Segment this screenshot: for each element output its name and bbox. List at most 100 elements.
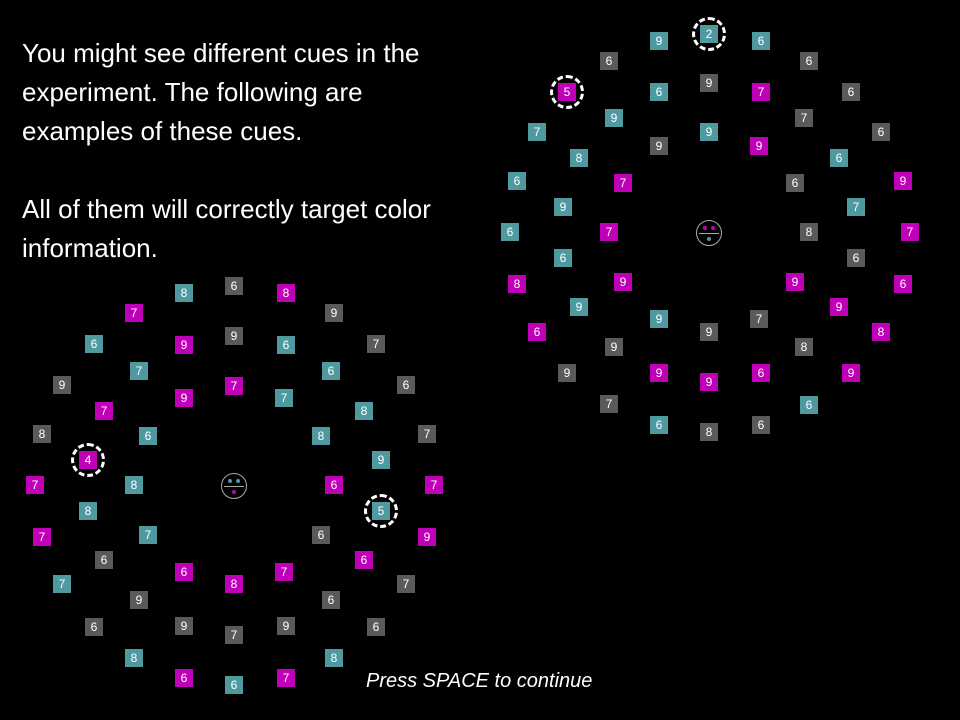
- stimulus-item: 9: [175, 617, 193, 635]
- stimulus-item: 7: [397, 575, 415, 593]
- stimulus-item: 7: [528, 123, 546, 141]
- stimulus-item: 9: [554, 198, 572, 216]
- stimulus-item: 6: [277, 336, 295, 354]
- stimulus-item: 6: [397, 376, 415, 394]
- cue-ring: [550, 75, 584, 109]
- stimulus-item: 9: [700, 123, 718, 141]
- stimulus-item: 6: [752, 364, 770, 382]
- stimulus-item: 6: [894, 275, 912, 293]
- stimulus-item: 9: [650, 310, 668, 328]
- stimulus-item: 9: [830, 298, 848, 316]
- stimulus-item: 9: [750, 137, 768, 155]
- fixation-icon: [221, 473, 247, 499]
- stimulus-item: 9: [372, 451, 390, 469]
- stimulus-item: 7: [53, 575, 71, 593]
- stimulus-item: 8: [570, 149, 588, 167]
- stimulus-item: 7: [425, 476, 443, 494]
- stimulus-item: 6: [800, 396, 818, 414]
- stimulus-item: 6: [501, 223, 519, 241]
- stimulus-item: 9: [700, 74, 718, 92]
- stimulus-item: 9: [650, 32, 668, 50]
- stimulus-item: 8: [872, 323, 890, 341]
- stimulus-item: 6: [322, 591, 340, 609]
- cue-ring: [364, 494, 398, 528]
- stimulus-item: 9: [614, 273, 632, 291]
- stimulus-item: 9: [418, 528, 436, 546]
- stimulus-item: 8: [277, 284, 295, 302]
- stimulus-item: 9: [558, 364, 576, 382]
- stimulus-item: 8: [795, 338, 813, 356]
- stimulus-item: 8: [225, 575, 243, 593]
- stimulus-item: 7: [750, 310, 768, 328]
- instructions-paragraph-2: All of them will correctly target color …: [22, 194, 431, 263]
- stimulus-item: 7: [275, 563, 293, 581]
- stimulus-item: 6: [650, 83, 668, 101]
- stimulus-item: 6: [225, 277, 243, 295]
- stimulus-item: 8: [325, 649, 343, 667]
- stimulus-item: 6: [554, 249, 572, 267]
- stimulus-item: 7: [752, 83, 770, 101]
- fixation-icon: [696, 220, 722, 246]
- stimulus-item: 6: [600, 52, 618, 70]
- stimulus-item: 7: [26, 476, 44, 494]
- cue-ring: [71, 443, 105, 477]
- stimulus-item: 9: [605, 109, 623, 127]
- stimulus-item: 9: [53, 376, 71, 394]
- stimulus-item: 7: [225, 377, 243, 395]
- stimulus-item: 7: [225, 626, 243, 644]
- stimulus-item: 9: [225, 327, 243, 345]
- stimulus-item: 9: [894, 172, 912, 190]
- stimulus-item: 7: [600, 223, 618, 241]
- stimulus-item: 6: [650, 416, 668, 434]
- stimulus-item: 9: [650, 137, 668, 155]
- stimulus-item: 7: [795, 109, 813, 127]
- stimulus-item: 8: [800, 223, 818, 241]
- stimulus-item: 7: [275, 389, 293, 407]
- stimulus-item: 6: [872, 123, 890, 141]
- fixation-divider: [699, 233, 719, 234]
- stimulus-item: 7: [600, 395, 618, 413]
- stimulus-item: 8: [700, 423, 718, 441]
- stimulus-item: 8: [175, 284, 193, 302]
- stimulus-item: 7: [139, 526, 157, 544]
- stimulus-item: 7: [367, 335, 385, 353]
- stimulus-item: 8: [125, 649, 143, 667]
- stimulus-item: 6: [355, 551, 373, 569]
- stimulus-item: 9: [175, 389, 193, 407]
- stimulus-item: 7: [614, 174, 632, 192]
- cue-ring: [692, 17, 726, 51]
- stimulus-item: 7: [901, 223, 919, 241]
- instructions-paragraph-1: You might see different cues in the expe…: [22, 38, 420, 146]
- stimulus-item: 7: [130, 362, 148, 380]
- stimulus-item: 9: [277, 617, 295, 635]
- instructions-text: You might see different cues in the expe…: [22, 34, 462, 307]
- stimulus-item: 7: [277, 669, 295, 687]
- stimulus-item: 6: [786, 174, 804, 192]
- fixation-dot: [228, 479, 232, 483]
- stimulus-item: 6: [847, 249, 865, 267]
- stimulus-item: 6: [508, 172, 526, 190]
- stimulus-item: 8: [125, 476, 143, 494]
- stimulus-item: 6: [842, 83, 860, 101]
- stimulus-item: 9: [605, 338, 623, 356]
- stimulus-item: 6: [830, 149, 848, 167]
- fixation-dot: [711, 226, 715, 230]
- fixation-divider: [224, 486, 244, 487]
- stimulus-item: 7: [33, 528, 51, 546]
- stimulus-item: 9: [175, 336, 193, 354]
- fixation-dot: [232, 490, 236, 494]
- stimulus-item: 6: [752, 32, 770, 50]
- stimulus-item: 6: [312, 526, 330, 544]
- stimulus-item: 9: [130, 591, 148, 609]
- stimulus-item: 6: [322, 362, 340, 380]
- stimulus-item: 9: [700, 373, 718, 391]
- stimulus-item: 9: [650, 364, 668, 382]
- stimulus-item: 6: [85, 335, 103, 353]
- stimulus-item: 6: [225, 676, 243, 694]
- stimulus-item: 9: [700, 323, 718, 341]
- fixation-dot: [707, 237, 711, 241]
- stimulus-item: 9: [570, 298, 588, 316]
- stimulus-item: 6: [752, 416, 770, 434]
- stimulus-item: 6: [175, 669, 193, 687]
- stimulus-item: 9: [786, 273, 804, 291]
